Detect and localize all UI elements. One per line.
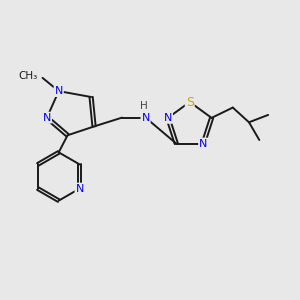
Text: CH₃: CH₃ bbox=[19, 71, 38, 81]
Text: S: S bbox=[186, 95, 194, 109]
Text: N: N bbox=[55, 86, 63, 96]
Text: N: N bbox=[164, 113, 172, 123]
Text: N: N bbox=[75, 184, 84, 194]
Text: N: N bbox=[199, 139, 207, 148]
Text: N: N bbox=[43, 112, 51, 123]
Text: N: N bbox=[141, 112, 150, 123]
Text: H: H bbox=[140, 101, 148, 111]
